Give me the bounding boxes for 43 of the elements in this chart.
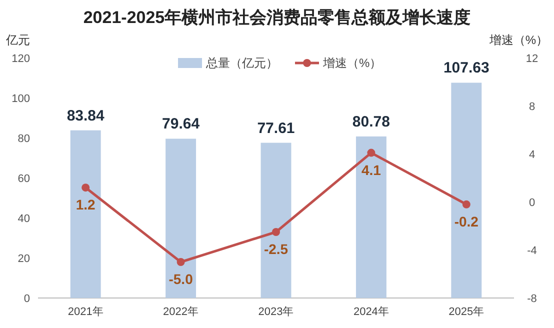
data-label: 83.84 <box>66 107 106 124</box>
data-label: 80.78 <box>352 113 390 130</box>
y2-tick-label: 4 <box>528 149 536 161</box>
data-label: 79.64 <box>162 116 200 133</box>
y-tick-label: 100 <box>12 93 30 105</box>
bar <box>451 82 482 298</box>
bar <box>260 142 292 298</box>
x-tick-label: 2021年 <box>68 306 104 318</box>
x-tick-label: 2024年 <box>353 306 389 318</box>
data-label: -5.0 <box>168 271 194 287</box>
point <box>367 148 376 157</box>
data-label: 4.1 <box>361 162 382 178</box>
data-label: -2.5 <box>264 241 288 257</box>
legend-label: 增速（%） <box>322 56 382 70</box>
y-tick-label: 60 <box>18 173 30 185</box>
x-tick-label: 2023年 <box>258 306 294 318</box>
x-tick-label: 2025年 <box>448 306 484 318</box>
y2-tick-label: 12 <box>526 53 538 65</box>
bar <box>356 136 386 298</box>
y2-tick-label: 8 <box>528 101 536 113</box>
y-axis-title: 亿元 <box>5 33 30 47</box>
data-label: 107.63 <box>443 60 490 77</box>
data-label: 1.2 <box>76 196 96 213</box>
point <box>272 228 280 236</box>
data-label: 77.61 <box>257 120 295 137</box>
y-tick-label: 40 <box>18 213 30 225</box>
y-tick-label: 120 <box>12 53 30 65</box>
data-label: -0.2 <box>454 213 479 230</box>
bar <box>166 138 196 298</box>
y2-tick-label: 0 <box>528 197 536 209</box>
y-tick-label: 0 <box>24 293 30 305</box>
point <box>82 184 90 192</box>
y2-axis-title: 增速（%） <box>488 33 548 47</box>
bar <box>70 130 101 298</box>
y-tick-label: 20 <box>18 253 30 265</box>
y2-tick-label: -8 <box>527 293 537 305</box>
point <box>462 200 470 208</box>
legend-label: 总量（亿元） <box>205 56 278 70</box>
point <box>176 258 185 266</box>
y-tick-label: 80 <box>18 133 30 145</box>
chart-title: 2021-2025年横州市社会消费品零售总额及增长速度 <box>83 8 471 27</box>
x-tick-label: 2022年 <box>163 306 199 318</box>
y2-tick-label: -4 <box>527 245 537 257</box>
